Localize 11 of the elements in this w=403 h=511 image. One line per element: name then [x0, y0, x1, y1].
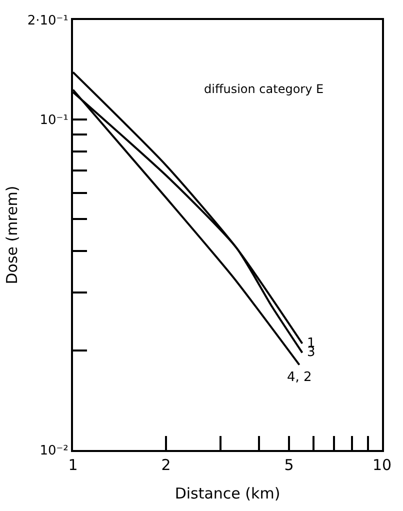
series-label: 4, 2 [287, 370, 312, 385]
y-tick-label: 2·10⁻¹ [27, 14, 68, 29]
x-tick-label: 1 [68, 456, 78, 474]
y-tick-label: 10⁻² [40, 444, 68, 459]
x-axis-title: Distance (km) [174, 484, 280, 502]
x-tick-label: 2 [161, 456, 171, 474]
annotation: diffusion category E [204, 82, 324, 96]
y-axis-title: Dose (mrem) [3, 186, 22, 284]
x-tick-label: 5 [284, 456, 294, 474]
x-tick-label: 10 [372, 456, 392, 474]
y-tick-label: 10⁻¹ [40, 113, 68, 128]
